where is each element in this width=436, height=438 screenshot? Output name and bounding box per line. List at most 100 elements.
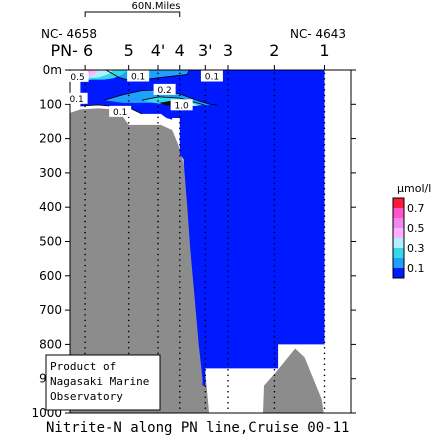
- sample-dot: [84, 303, 86, 305]
- sample-dot: [323, 308, 326, 311]
- sample-dot: [84, 319, 86, 322]
- sample-dot: [84, 325, 86, 327]
- sample-dot: [204, 100, 207, 102]
- sample-dot: [84, 209, 86, 212]
- sample-dot: [127, 270, 130, 272]
- sample-dot: [323, 72, 326, 75]
- sample-dot: [179, 292, 181, 294]
- sample-dot: [273, 215, 276, 217]
- sample-dot: [157, 127, 159, 130]
- sample-dot: [273, 336, 276, 338]
- sample-dot: [323, 385, 326, 388]
- sample-dot: [273, 160, 276, 162]
- sample-dot: [84, 187, 86, 190]
- sample-dot: [323, 187, 326, 190]
- station-label: PN- 6: [50, 41, 93, 60]
- sample-dot: [204, 248, 207, 250]
- sample-dot: [157, 237, 159, 239]
- sample-dot: [273, 72, 276, 75]
- sample-dot: [273, 314, 276, 316]
- sample-dot: [227, 330, 229, 333]
- sample-dot: [84, 341, 86, 344]
- contour-label: 1.0: [174, 101, 189, 111]
- sample-dot: [273, 165, 276, 168]
- sample-dot: [179, 303, 181, 305]
- sample-dot: [323, 264, 326, 267]
- sample-dot: [204, 390, 207, 393]
- colorbar-legend: 0.7 0.5 0.3 0.1: [392, 197, 425, 279]
- sample-dot: [179, 401, 181, 404]
- sample-dot: [323, 242, 326, 245]
- sample-dot: [179, 165, 181, 168]
- sample-dot: [227, 259, 229, 261]
- sample-dot: [204, 220, 207, 223]
- sample-dot: [157, 182, 159, 184]
- sample-dot: [179, 144, 181, 146]
- sample-dot: [227, 182, 229, 184]
- sample-dot: [227, 341, 229, 344]
- sample-dot: [127, 308, 130, 311]
- sample-dot: [84, 347, 86, 349]
- contour-label: 0.1: [205, 73, 219, 83]
- field-contour-0.1-main: [80, 70, 325, 386]
- sample-dot: [157, 144, 159, 146]
- sample-dot: [204, 231, 207, 234]
- sample-dot: [157, 165, 159, 168]
- sample-dot: [273, 352, 276, 355]
- sample-dot: [273, 133, 276, 135]
- sample-dot: [273, 122, 276, 124]
- sample-dot: [323, 374, 326, 377]
- sample-dot: [227, 116, 229, 119]
- sample-dot: [204, 303, 207, 305]
- sample-dot: [204, 369, 207, 371]
- sample-dot: [179, 248, 181, 250]
- sample-dot: [323, 204, 326, 206]
- sample-dot: [84, 149, 86, 152]
- sample-dot: [323, 122, 326, 124]
- sample-dot: [204, 286, 207, 289]
- sample-dot: [204, 204, 207, 206]
- y-tick-label: 600: [39, 269, 62, 283]
- sample-dot: [157, 176, 159, 179]
- sample-dot: [127, 242, 130, 245]
- y-tick-label: 500: [39, 235, 62, 249]
- sample-dot: [204, 89, 207, 91]
- contour-label-bg: [66, 70, 89, 82]
- sample-dot: [179, 193, 181, 195]
- sample-dot: [179, 319, 181, 322]
- sample-dot: [127, 292, 130, 294]
- credit-line-3: Observatory: [50, 390, 123, 403]
- sample-dot: [204, 341, 207, 344]
- sample-dot: [84, 248, 86, 250]
- contour-label: 0.1: [113, 108, 127, 118]
- sample-dot: [273, 127, 276, 130]
- sample-dot: [179, 286, 181, 289]
- sample-dot: [84, 231, 86, 234]
- sample-dot: [127, 341, 130, 344]
- sample-dot: [204, 165, 207, 168]
- contour-labels: 0.5 0.1 0.1 0.2 0.1 1.0 0.1: [65, 70, 223, 118]
- sample-dot: [127, 160, 130, 162]
- sample-dot: [84, 281, 86, 283]
- sample-dot: [157, 138, 159, 141]
- sample-dot: [227, 198, 229, 201]
- sample-dot: [157, 193, 159, 195]
- sample-dot: [179, 253, 181, 256]
- sample-dot: [227, 396, 229, 399]
- sample-dot: [227, 242, 229, 245]
- sample-dot: [323, 352, 326, 355]
- sample-dot: [323, 407, 326, 410]
- sample-dot: [84, 275, 86, 278]
- sample-dot: [273, 341, 276, 344]
- sample-dot: [204, 176, 207, 179]
- sample-dot: [179, 275, 181, 278]
- sample-dot: [204, 198, 207, 201]
- sample-dot: [127, 171, 130, 173]
- sample-dot: [127, 347, 130, 349]
- sample-dot: [84, 352, 86, 355]
- sample-dot: [157, 94, 159, 97]
- sample-dot: [179, 116, 181, 119]
- sample-dot: [204, 297, 207, 300]
- contour-label-bg: [109, 105, 132, 117]
- sample-dot: [323, 270, 326, 272]
